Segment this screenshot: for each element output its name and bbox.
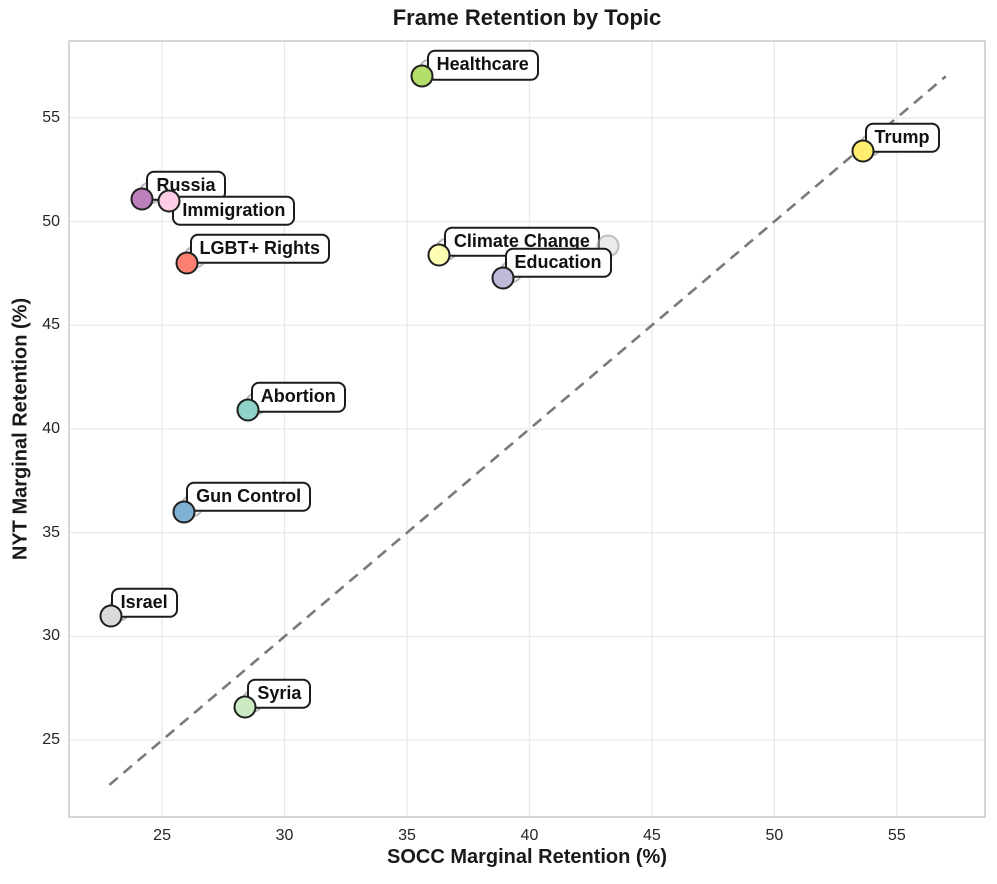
x-tick-label: 30 [275,827,294,844]
y-tick-label: 30 [42,627,60,645]
y-axis-label: NYT Marginal Retention (%) [9,297,32,561]
plot-border [68,40,986,818]
y-tick-label: 35 [42,523,60,541]
chart-title: Frame Retention by Topic [392,5,662,30]
x-tick-label: 25 [153,827,171,844]
y-tick-label: 40 [42,420,60,437]
y-tick-label: 50 [42,212,60,230]
x-tick-label: 50 [765,827,784,844]
identity-line [108,75,947,786]
x-tick-label: 55 [887,827,906,844]
x-tick-label: 35 [398,827,416,844]
x-tick-label: 40 [520,827,539,844]
y-tick-label: 55 [42,108,60,126]
x-axis-label: SOCC Marginal Retention (%) [386,846,668,868]
y-tick-label: 25 [42,731,60,749]
y-tick-label: 45 [42,316,60,334]
x-tick-label: 45 [643,827,661,844]
